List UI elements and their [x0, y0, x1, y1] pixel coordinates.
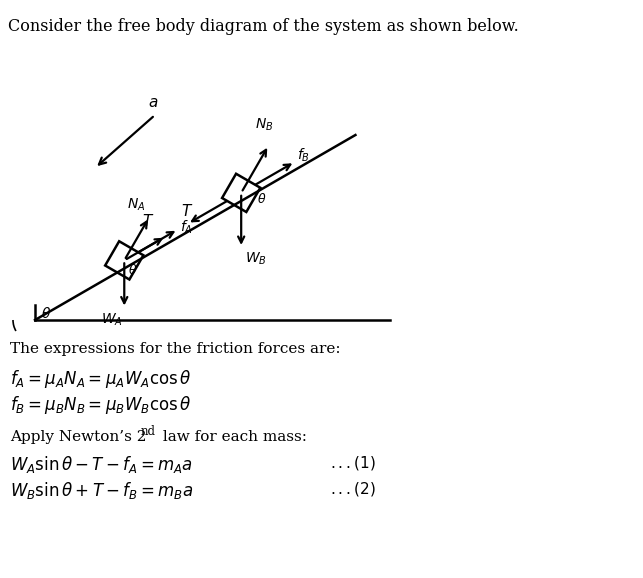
Text: $N_B$: $N_B$	[255, 117, 274, 134]
Text: $W_B$: $W_B$	[245, 251, 267, 267]
Text: $f_A$: $f_A$	[180, 218, 193, 236]
Text: law for each mass:: law for each mass:	[158, 430, 307, 444]
Polygon shape	[105, 241, 143, 280]
Text: $W_A$: $W_A$	[100, 312, 122, 328]
Text: $W_A \sin\theta - T - f_A = m_A a$: $W_A \sin\theta - T - f_A = m_A a$	[10, 454, 193, 475]
Polygon shape	[222, 174, 260, 212]
Text: $\theta$: $\theta$	[257, 192, 267, 206]
Text: nd: nd	[141, 425, 156, 438]
Text: $...(1)$: $...(1)$	[330, 454, 376, 472]
Text: $f_B = \mu_B N_B = \mu_B W_B \cos\theta$: $f_B = \mu_B N_B = \mu_B W_B \cos\theta$	[10, 394, 192, 416]
Text: $\theta$: $\theta$	[128, 264, 138, 277]
Text: $N_A$: $N_A$	[127, 197, 146, 213]
Text: $W_B \sin\theta + T - f_B = m_B a$: $W_B \sin\theta + T - f_B = m_B a$	[10, 480, 193, 501]
Text: Consider the free body diagram of the system as shown below.: Consider the free body diagram of the sy…	[8, 18, 519, 35]
Text: Apply Newton’s 2: Apply Newton’s 2	[10, 430, 147, 444]
Text: $\theta$: $\theta$	[41, 306, 51, 321]
Text: $a$: $a$	[148, 96, 158, 110]
Text: $f_A = \mu_A N_A = \mu_A W_A \cos\theta$: $f_A = \mu_A N_A = \mu_A W_A \cos\theta$	[10, 368, 192, 390]
Text: $f_B$: $f_B$	[297, 147, 310, 164]
Text: $T$: $T$	[142, 213, 154, 229]
Text: $...( 2)$: $...( 2)$	[330, 480, 376, 498]
Text: The expressions for the friction forces are:: The expressions for the friction forces …	[10, 342, 341, 356]
Text: $T$: $T$	[181, 203, 194, 219]
